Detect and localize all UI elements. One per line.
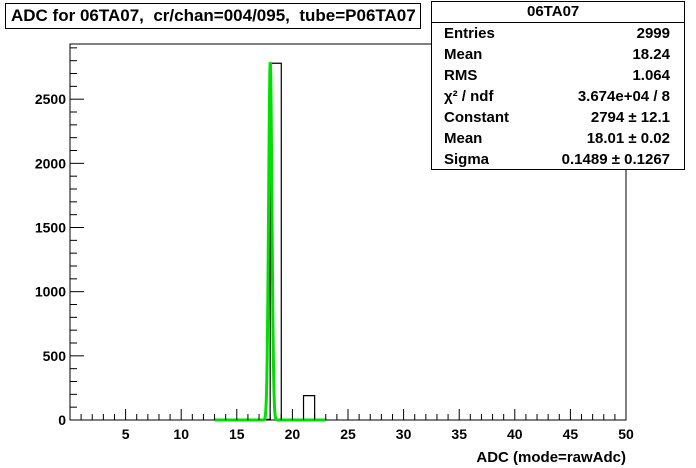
histogram-bin [269,62,282,420]
gaussian-fit-curve [214,61,326,422]
stats-row-chi2: χ² / ndf 3.674e+04 / 8 [432,86,684,107]
stats-row-constant: Constant 2794 ± 12.1 [432,107,684,128]
chart-title: ADC for 06TA07, cr/chan=004/095, tube=P0… [5,3,421,29]
stats-value: 2999 [636,25,670,42]
stats-value: 0.1489 ± 0.1267 [561,151,670,168]
stats-row-mean: Mean 18.24 [432,44,684,65]
stats-label: Mean [444,130,483,147]
y-tick-label: 2000 [35,155,66,171]
x-tick-label: 5 [122,426,130,442]
stats-row-sigma: Sigma 0.1489 ± 0.1267 [432,149,684,170]
stats-value: 18.01 ± 0.02 [586,130,670,147]
y-tick-label: 0 [58,412,66,428]
x-tick-label: 35 [451,426,467,442]
x-tick-label: 10 [173,426,189,442]
stats-value: 1.064 [632,67,670,84]
stats-row-rms: RMS 1.064 [432,65,684,86]
x-tick-label: 20 [285,426,301,442]
stats-label: Entries [444,25,495,42]
stats-row-entries: Entries 2999 [432,23,684,44]
stats-label: Mean [444,46,483,63]
stats-value: 2794 ± 12.1 [590,109,670,126]
stats-value: 3.674e+04 / 8 [577,88,670,105]
x-tick-label: 25 [340,426,356,442]
stats-label: χ² / ndf [444,88,494,105]
x-tick-label: 40 [507,426,523,442]
stats-row-fit-mean: Mean 18.01 ± 0.02 [432,128,684,149]
x-tick-label: 15 [229,426,245,442]
stats-value: 18.24 [632,46,670,63]
x-tick-label: 30 [396,426,412,442]
histogram-bin [302,395,316,420]
y-tick-label: 1500 [35,220,66,236]
x-tick-label: 50 [618,426,634,442]
stats-box-title: 06TA07 [432,2,684,23]
stats-label: RMS [444,67,478,84]
x-tick-label: 45 [563,426,579,442]
y-tick-label: 1000 [35,284,66,300]
x-axis-title: ADC (mode=rawAdc) [476,449,626,466]
y-tick-label: 2500 [35,91,66,107]
stats-label: Constant [444,109,509,126]
y-tick-label: 500 [43,348,67,364]
stats-box: 06TA07 Entries 2999 Mean 18.24 RMS 1.064… [431,1,685,170]
stats-label: Sigma [444,151,490,168]
